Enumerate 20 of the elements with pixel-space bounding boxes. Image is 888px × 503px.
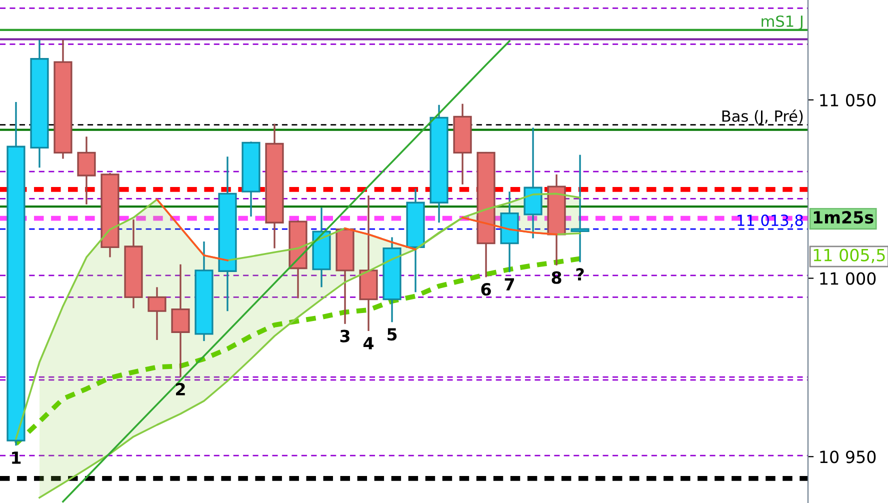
text: 2 xyxy=(176,382,185,396)
text: 3 xyxy=(340,330,350,342)
text: 11 005,5 xyxy=(814,248,885,264)
ref-line-label: Bas (J, Pré) xyxy=(722,109,803,125)
text: 8 xyxy=(552,271,562,284)
y-tick-label: 11 050 xyxy=(820,94,876,106)
y-tick-label: 11 000 xyxy=(820,272,876,285)
text: ? xyxy=(576,268,584,280)
candlestick xyxy=(570,154,590,264)
text: 6 xyxy=(481,283,491,296)
y-tick-label: 10 950 xyxy=(820,450,876,464)
candlestick xyxy=(77,136,96,206)
text: 1m25s xyxy=(814,211,874,224)
candlestick xyxy=(171,264,190,378)
ref-line-label: 11 013,8 xyxy=(738,214,803,228)
text: 7 xyxy=(504,278,514,290)
text: 4 xyxy=(363,337,374,350)
text: 5 xyxy=(388,328,397,341)
text: 1 xyxy=(12,452,21,464)
candlestick xyxy=(148,286,166,341)
